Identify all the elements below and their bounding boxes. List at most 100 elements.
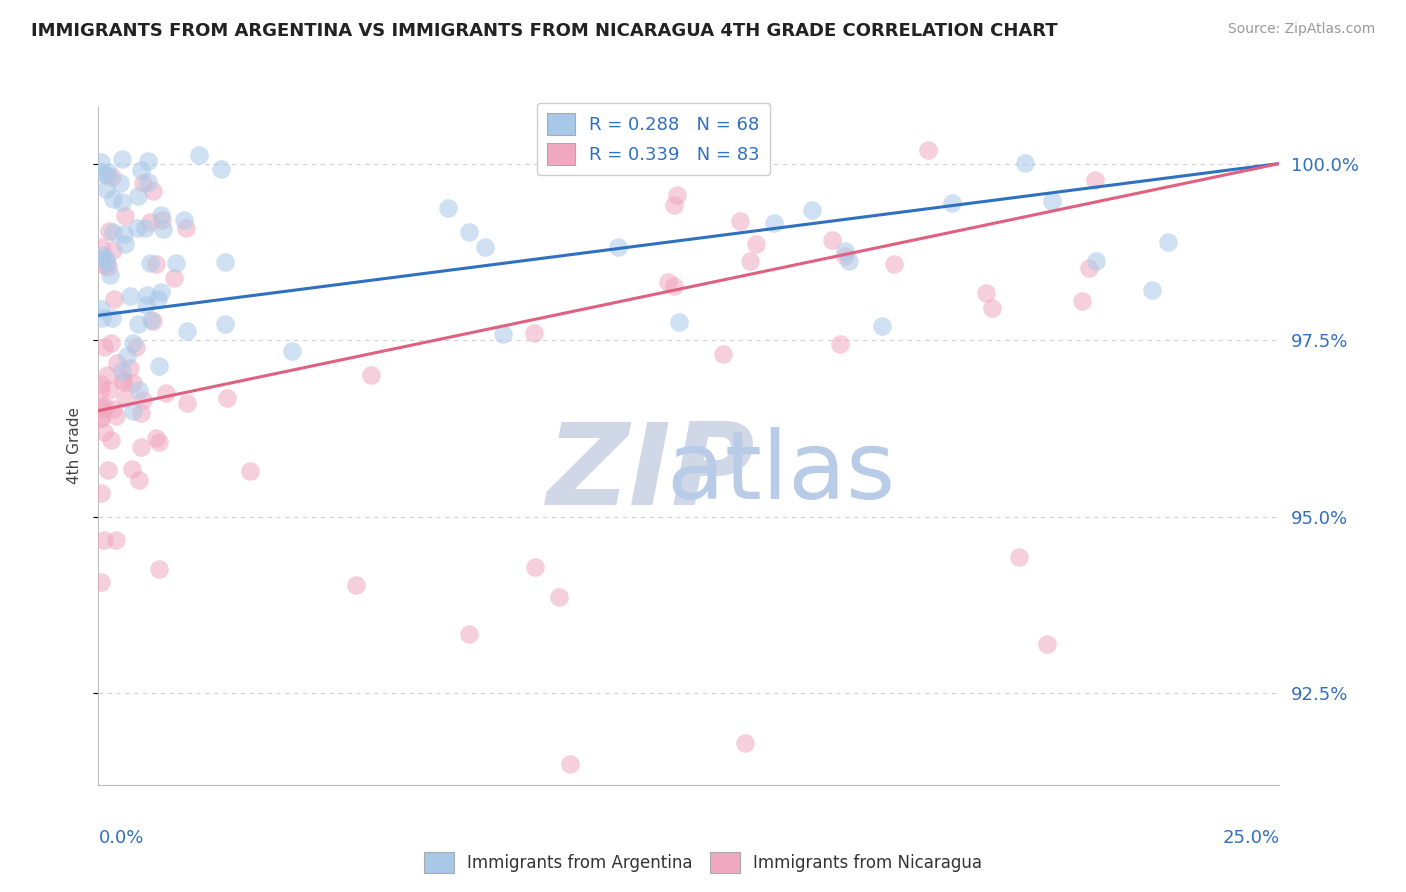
Point	[657, 275, 679, 289]
Point	[174, 221, 197, 235]
Point	[1040, 194, 1063, 208]
Point	[96, 256, 118, 270]
Point	[134, 221, 156, 235]
Point	[132, 176, 155, 190]
Point	[745, 237, 768, 252]
Point	[523, 326, 546, 340]
Point	[103, 402, 125, 417]
Point	[91, 248, 114, 262]
Point	[93, 533, 115, 548]
Point	[148, 359, 170, 373]
Point	[728, 214, 751, 228]
Point	[664, 278, 686, 293]
Point	[187, 148, 209, 162]
Point	[548, 590, 571, 604]
Point	[105, 533, 128, 548]
Point	[90, 376, 112, 391]
Point	[214, 317, 236, 331]
Point	[173, 212, 195, 227]
Point	[111, 364, 134, 378]
Point	[128, 473, 150, 487]
Point	[139, 313, 162, 327]
Point	[90, 486, 112, 500]
Point	[136, 288, 159, 302]
Point	[101, 225, 124, 239]
Point	[110, 176, 132, 190]
Point	[114, 209, 136, 223]
Point	[127, 189, 149, 203]
Point	[93, 340, 115, 354]
Point	[150, 213, 173, 227]
Point	[100, 336, 122, 351]
Point	[103, 292, 125, 306]
Point	[834, 244, 856, 259]
Point	[98, 383, 121, 397]
Point	[145, 257, 167, 271]
Point	[90, 383, 112, 397]
Point	[93, 400, 115, 414]
Point	[90, 410, 112, 425]
Point	[146, 293, 169, 307]
Point	[111, 152, 134, 166]
Point	[834, 249, 856, 263]
Point	[474, 240, 496, 254]
Point	[734, 736, 756, 750]
Point	[90, 165, 112, 179]
Point	[145, 431, 167, 445]
Point	[606, 240, 628, 254]
Point	[120, 289, 142, 303]
Point	[139, 256, 162, 270]
Point	[281, 344, 304, 359]
Point	[1014, 156, 1036, 170]
Point	[100, 170, 122, 185]
Point	[127, 318, 149, 332]
Text: 25.0%: 25.0%	[1222, 829, 1279, 847]
Point	[91, 401, 114, 416]
Point	[118, 361, 141, 376]
Point	[128, 383, 150, 397]
Point	[828, 337, 851, 351]
Legend: R = 0.288   N = 68, R = 0.339   N = 83: R = 0.288 N = 68, R = 0.339 N = 83	[537, 103, 770, 176]
Text: atlas: atlas	[547, 427, 896, 519]
Point	[662, 198, 685, 212]
Point	[1078, 260, 1101, 275]
Point	[112, 375, 135, 389]
Point	[121, 462, 143, 476]
Point	[104, 409, 127, 423]
Point	[111, 194, 134, 209]
Point	[122, 376, 145, 390]
Point	[1085, 253, 1108, 268]
Point	[150, 208, 173, 222]
Y-axis label: 4th Grade: 4th Grade	[66, 408, 82, 484]
Point	[90, 154, 112, 169]
Point	[974, 285, 997, 300]
Point	[105, 356, 128, 370]
Point	[917, 143, 939, 157]
Point	[127, 221, 149, 235]
Text: IMMIGRANTS FROM ARGENTINA VS IMMIGRANTS FROM NICARAGUA 4TH GRADE CORRELATION CHA: IMMIGRANTS FROM ARGENTINA VS IMMIGRANTS …	[31, 22, 1057, 40]
Point	[142, 313, 165, 327]
Point	[90, 400, 112, 414]
Point	[98, 224, 121, 238]
Point	[738, 253, 761, 268]
Point	[129, 162, 152, 177]
Point	[139, 214, 162, 228]
Point	[129, 406, 152, 420]
Point	[165, 256, 187, 270]
Point	[558, 756, 581, 771]
Point	[1084, 172, 1107, 186]
Point	[90, 252, 112, 266]
Point	[131, 393, 153, 408]
Point	[150, 285, 173, 300]
Point	[763, 216, 786, 230]
Point	[524, 560, 547, 574]
Legend: Immigrants from Argentina, Immigrants from Nicaragua: Immigrants from Argentina, Immigrants fr…	[418, 846, 988, 880]
Point	[239, 464, 262, 478]
Point	[148, 435, 170, 450]
Point	[101, 243, 124, 257]
Point	[941, 196, 963, 211]
Point	[125, 340, 148, 354]
Point	[96, 368, 118, 382]
Point	[114, 392, 136, 406]
Point	[97, 463, 120, 477]
